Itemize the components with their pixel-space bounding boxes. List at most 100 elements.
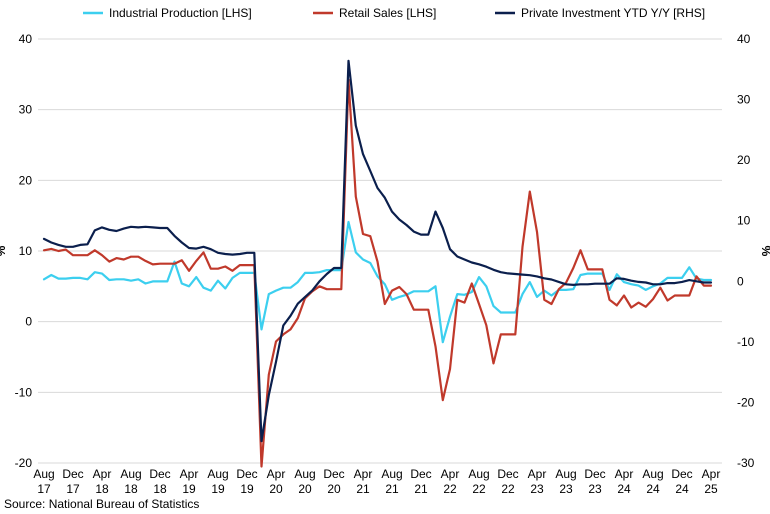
x-tick-month: Dec [497,467,518,481]
x-tick-month: Aug [555,467,576,481]
right-axis-unit: % [759,246,770,257]
right-tick-label: 30 [737,93,751,107]
x-tick-month: Apr [267,467,286,481]
x-tick-month: Apr [615,467,634,481]
x-tick-year: 20 [269,482,283,496]
x-tick-year: 21 [414,482,428,496]
x-tick-label: Dec 23 [584,467,605,496]
right-tick-label: 40 [737,32,751,46]
x-tick-month: Apr [93,467,112,481]
x-tick-label: Aug 21 [381,467,402,496]
x-tick-month: Dec [149,467,170,481]
x-tick-month: Apr [180,467,199,481]
x-tick-month: Aug [207,467,228,481]
series-line-retail-sales [42,78,713,468]
x-tick-month: Aug [642,467,663,481]
x-tick-month: Dec [410,467,431,481]
series-lines [42,59,713,468]
x-tick-label: Aug 20 [294,467,315,496]
right-axis: 40 30 20 10 0 -10 -20 -30 [737,32,755,470]
legend: Industrial Production [LHS] Retail Sales… [83,6,705,20]
left-tick-label: -10 [15,385,33,399]
x-tick-month: Apr [441,467,460,481]
x-tick-label: Apr 19 [180,467,199,496]
x-tick-year: 20 [327,482,341,496]
x-tick-year: 19 [182,482,196,496]
x-tick-year: 23 [588,482,602,496]
left-tick-label: 10 [19,244,33,258]
left-tick-label: 40 [19,32,33,46]
x-tick-label: Apr 23 [528,467,547,496]
x-tick-label: Dec 22 [497,467,518,496]
x-tick-label: Apr 24 [615,467,634,496]
left-tick-label: 0 [25,315,32,329]
legend-label-private-investment: Private Investment YTD Y/Y [RHS] [521,6,705,20]
left-axis: 40 30 20 10 0 -10 -20 [15,32,33,470]
x-tick-label: Aug 23 [555,467,576,496]
x-tick-year: 17 [37,482,51,496]
left-tick-label: -20 [15,456,33,470]
x-tick-month: Apr [702,467,721,481]
x-tick-year: 17 [66,482,80,496]
right-tick-label: -10 [737,335,755,349]
x-tick-year: 24 [617,482,631,496]
x-tick-label: Apr 25 [702,467,721,496]
gridlines [38,38,722,464]
x-tick-label: Apr 21 [354,467,373,496]
x-tick-label: Apr 22 [441,467,460,496]
x-tick-month: Aug [120,467,141,481]
x-tick-year: 19 [211,482,225,496]
x-tick-label: Aug 19 [207,467,228,496]
x-tick-month: Dec [584,467,605,481]
x-tick-year: 18 [124,482,138,496]
x-tick-month: Dec [62,467,83,481]
x-tick-month: Dec [671,467,692,481]
x-tick-year: 24 [646,482,660,496]
x-tick-label: Aug 22 [468,467,489,496]
x-tick-label: Apr 18 [93,467,112,496]
left-tick-label: 20 [19,173,33,187]
x-tick-year: 19 [240,482,254,496]
x-tick-month: Aug [294,467,315,481]
x-tick-label: Aug 17 [33,467,54,496]
x-tick-year: 20 [298,482,312,496]
right-tick-label: -20 [737,395,755,409]
x-tick-year: 22 [472,482,486,496]
x-tick-label: Dec 20 [323,467,344,496]
x-tick-year: 25 [704,482,718,496]
x-tick-year: 22 [501,482,515,496]
x-tick-year: 22 [443,482,457,496]
right-tick-label: 0 [737,274,744,288]
right-tick-label: 20 [737,153,751,167]
left-tick-label: 30 [19,103,33,117]
legend-label-retail-sales: Retail Sales [LHS] [339,6,436,20]
left-axis-unit: % [0,245,8,256]
x-tick-month: Apr [528,467,547,481]
x-tick-year: 23 [559,482,573,496]
x-tick-year: 21 [356,482,370,496]
x-tick-label: Dec 18 [149,467,170,496]
x-tick-year: 18 [95,482,109,496]
x-tick-year: 18 [153,482,167,496]
right-tick-label: -30 [737,456,755,470]
series-line-private-investment [42,59,713,443]
x-tick-label: Dec 19 [236,467,257,496]
x-tick-label: Dec 21 [410,467,431,496]
x-tick-label: Dec 17 [62,467,83,496]
x-tick-month: Apr [354,467,373,481]
x-tick-month: Dec [236,467,257,481]
x-tick-month: Aug [468,467,489,481]
x-tick-label: Aug 18 [120,467,141,496]
x-tick-month: Dec [323,467,344,481]
x-tick-label: Aug 24 [642,467,663,496]
x-tick-year: 23 [530,482,544,496]
legend-label-industrial-production: Industrial Production [LHS] [109,6,252,20]
right-tick-label: 10 [737,214,751,228]
x-tick-label: Dec 24 [671,467,692,496]
x-tick-year: 24 [675,482,689,496]
x-tick-year: 21 [385,482,399,496]
x-tick-month: Aug [33,467,54,481]
x-tick-label: Apr 20 [267,467,286,496]
